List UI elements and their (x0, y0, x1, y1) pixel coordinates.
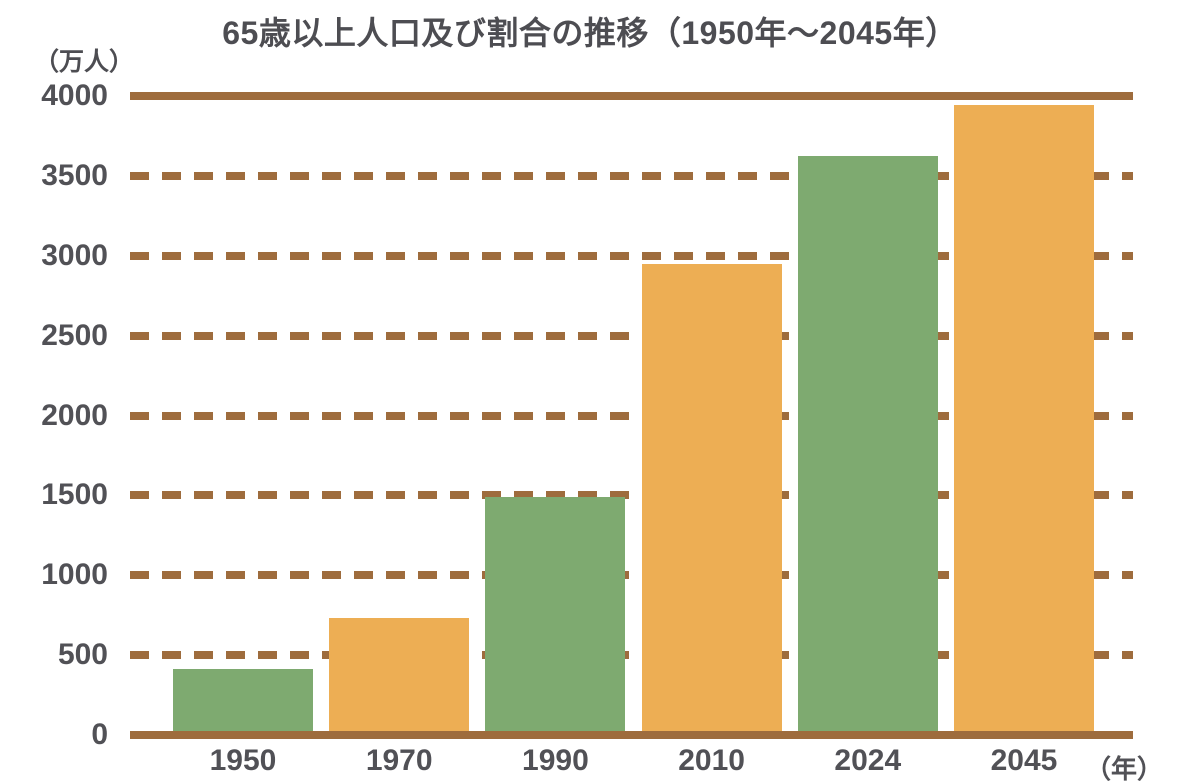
y-tick-2000: 2000 (41, 398, 108, 432)
y-tick-500: 500 (57, 638, 108, 672)
top-axis-line (130, 92, 1133, 100)
y-tick-4000: 4000 (41, 79, 108, 112)
y-tick-1500: 1500 (41, 478, 108, 512)
x-label-2024: 2024 (834, 744, 902, 777)
bar-2010 (641, 264, 782, 737)
bar-2024 (797, 155, 938, 737)
y-tick-3000: 3000 (41, 238, 108, 272)
x-label-2045: 2045 (990, 744, 1058, 777)
x-label-1970: 1970 (365, 744, 433, 777)
x-label-2010: 2010 (678, 744, 745, 777)
x-axis-line (130, 731, 1133, 739)
x-label-1950: 1950 (209, 744, 277, 777)
y-tick-3500: 3500 (41, 158, 108, 192)
y-tick-1000: 1000 (41, 558, 108, 592)
bar-2045 (954, 104, 1094, 737)
y-tick-0: 0 (91, 718, 108, 751)
gridline-1000 (130, 571, 1133, 580)
gridline-2000 (130, 411, 1133, 420)
gridline-1500 (130, 491, 1133, 500)
x-axis-unit-label: （年） (1085, 754, 1164, 784)
bar-1970 (329, 617, 470, 737)
gridline-2500 (130, 331, 1133, 340)
y-tick-2500: 2500 (41, 318, 108, 352)
gridline-3500 (130, 171, 1133, 180)
x-label-1990: 1990 (522, 744, 589, 777)
bar-1990 (485, 497, 626, 737)
gridline-3000 (130, 251, 1133, 260)
bar-1950 (173, 669, 313, 737)
chart-title: 65歳以上人口及び割合の推移（1950年～2045年） (222, 15, 958, 51)
gridline-500 (130, 651, 1133, 660)
y-axis-unit-label: （万人） (34, 48, 135, 76)
